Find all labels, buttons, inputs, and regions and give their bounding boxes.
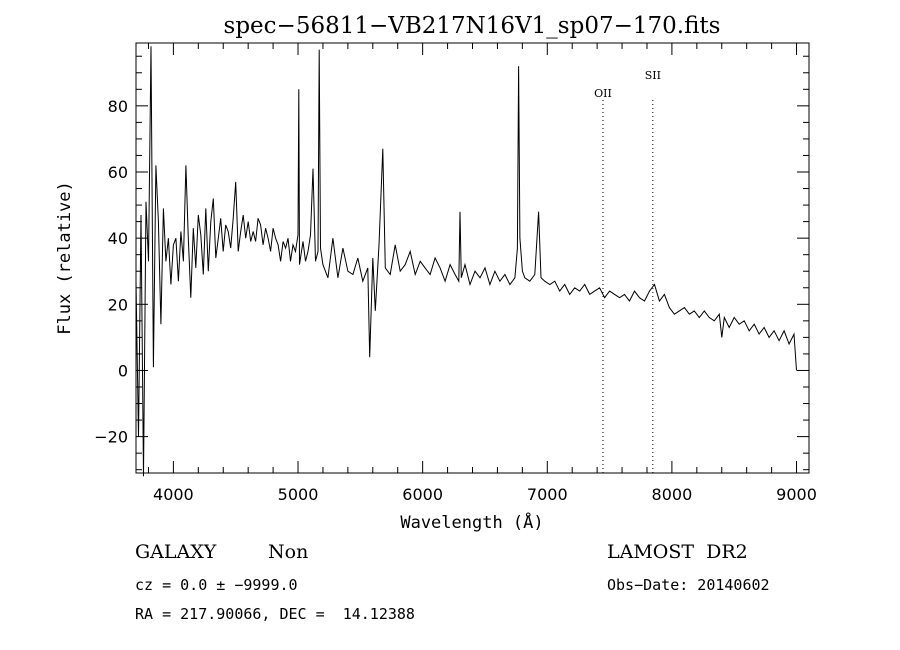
plot-frame [135,42,810,474]
x-axis-label: Wavelength (Å) [400,511,543,533]
annotation-label: SII [645,69,661,82]
x-tick-label: 8000 [652,485,693,504]
y-tick-label: 20 [108,295,128,314]
y-tick-label: 0 [118,361,128,380]
object-class: GALAXY [135,541,217,563]
line-annotations: OII SII [594,69,661,473]
chart-title: spec−56811−VB217N16V1_sp07−170.fits [224,13,721,39]
y-tick-label: 40 [108,229,128,248]
y-tick-label: 60 [108,163,128,182]
spectrum-series-line [135,46,797,477]
x-tick-label: 9000 [776,485,817,504]
obs-date: Obs−Date: 20140602 [607,576,770,594]
x-tick-label: 4000 [153,485,194,504]
y-axis: −20 0 20 40 60 80 [94,97,809,447]
object-subclass: Non [268,541,308,563]
ra-dec: RA = 217.90066, DEC = 14.12388 [135,605,415,623]
y-tick-label: −20 [94,428,128,447]
x-tick-label: 6000 [402,485,443,504]
y-tick-label: 80 [108,97,128,116]
annotation-label: OII [594,87,612,100]
y-axis-label: Flux (relative) [55,181,75,335]
survey-label: LAMOST DR2 [607,541,748,563]
cz-value: cz = 0.0 ± −9999.0 [135,576,298,594]
x-axis: 4000 5000 6000 7000 8000 9000 [153,43,817,504]
minor-ticks [136,43,809,473]
x-tick-label: 7000 [527,485,568,504]
x-tick-label: 5000 [278,485,319,504]
